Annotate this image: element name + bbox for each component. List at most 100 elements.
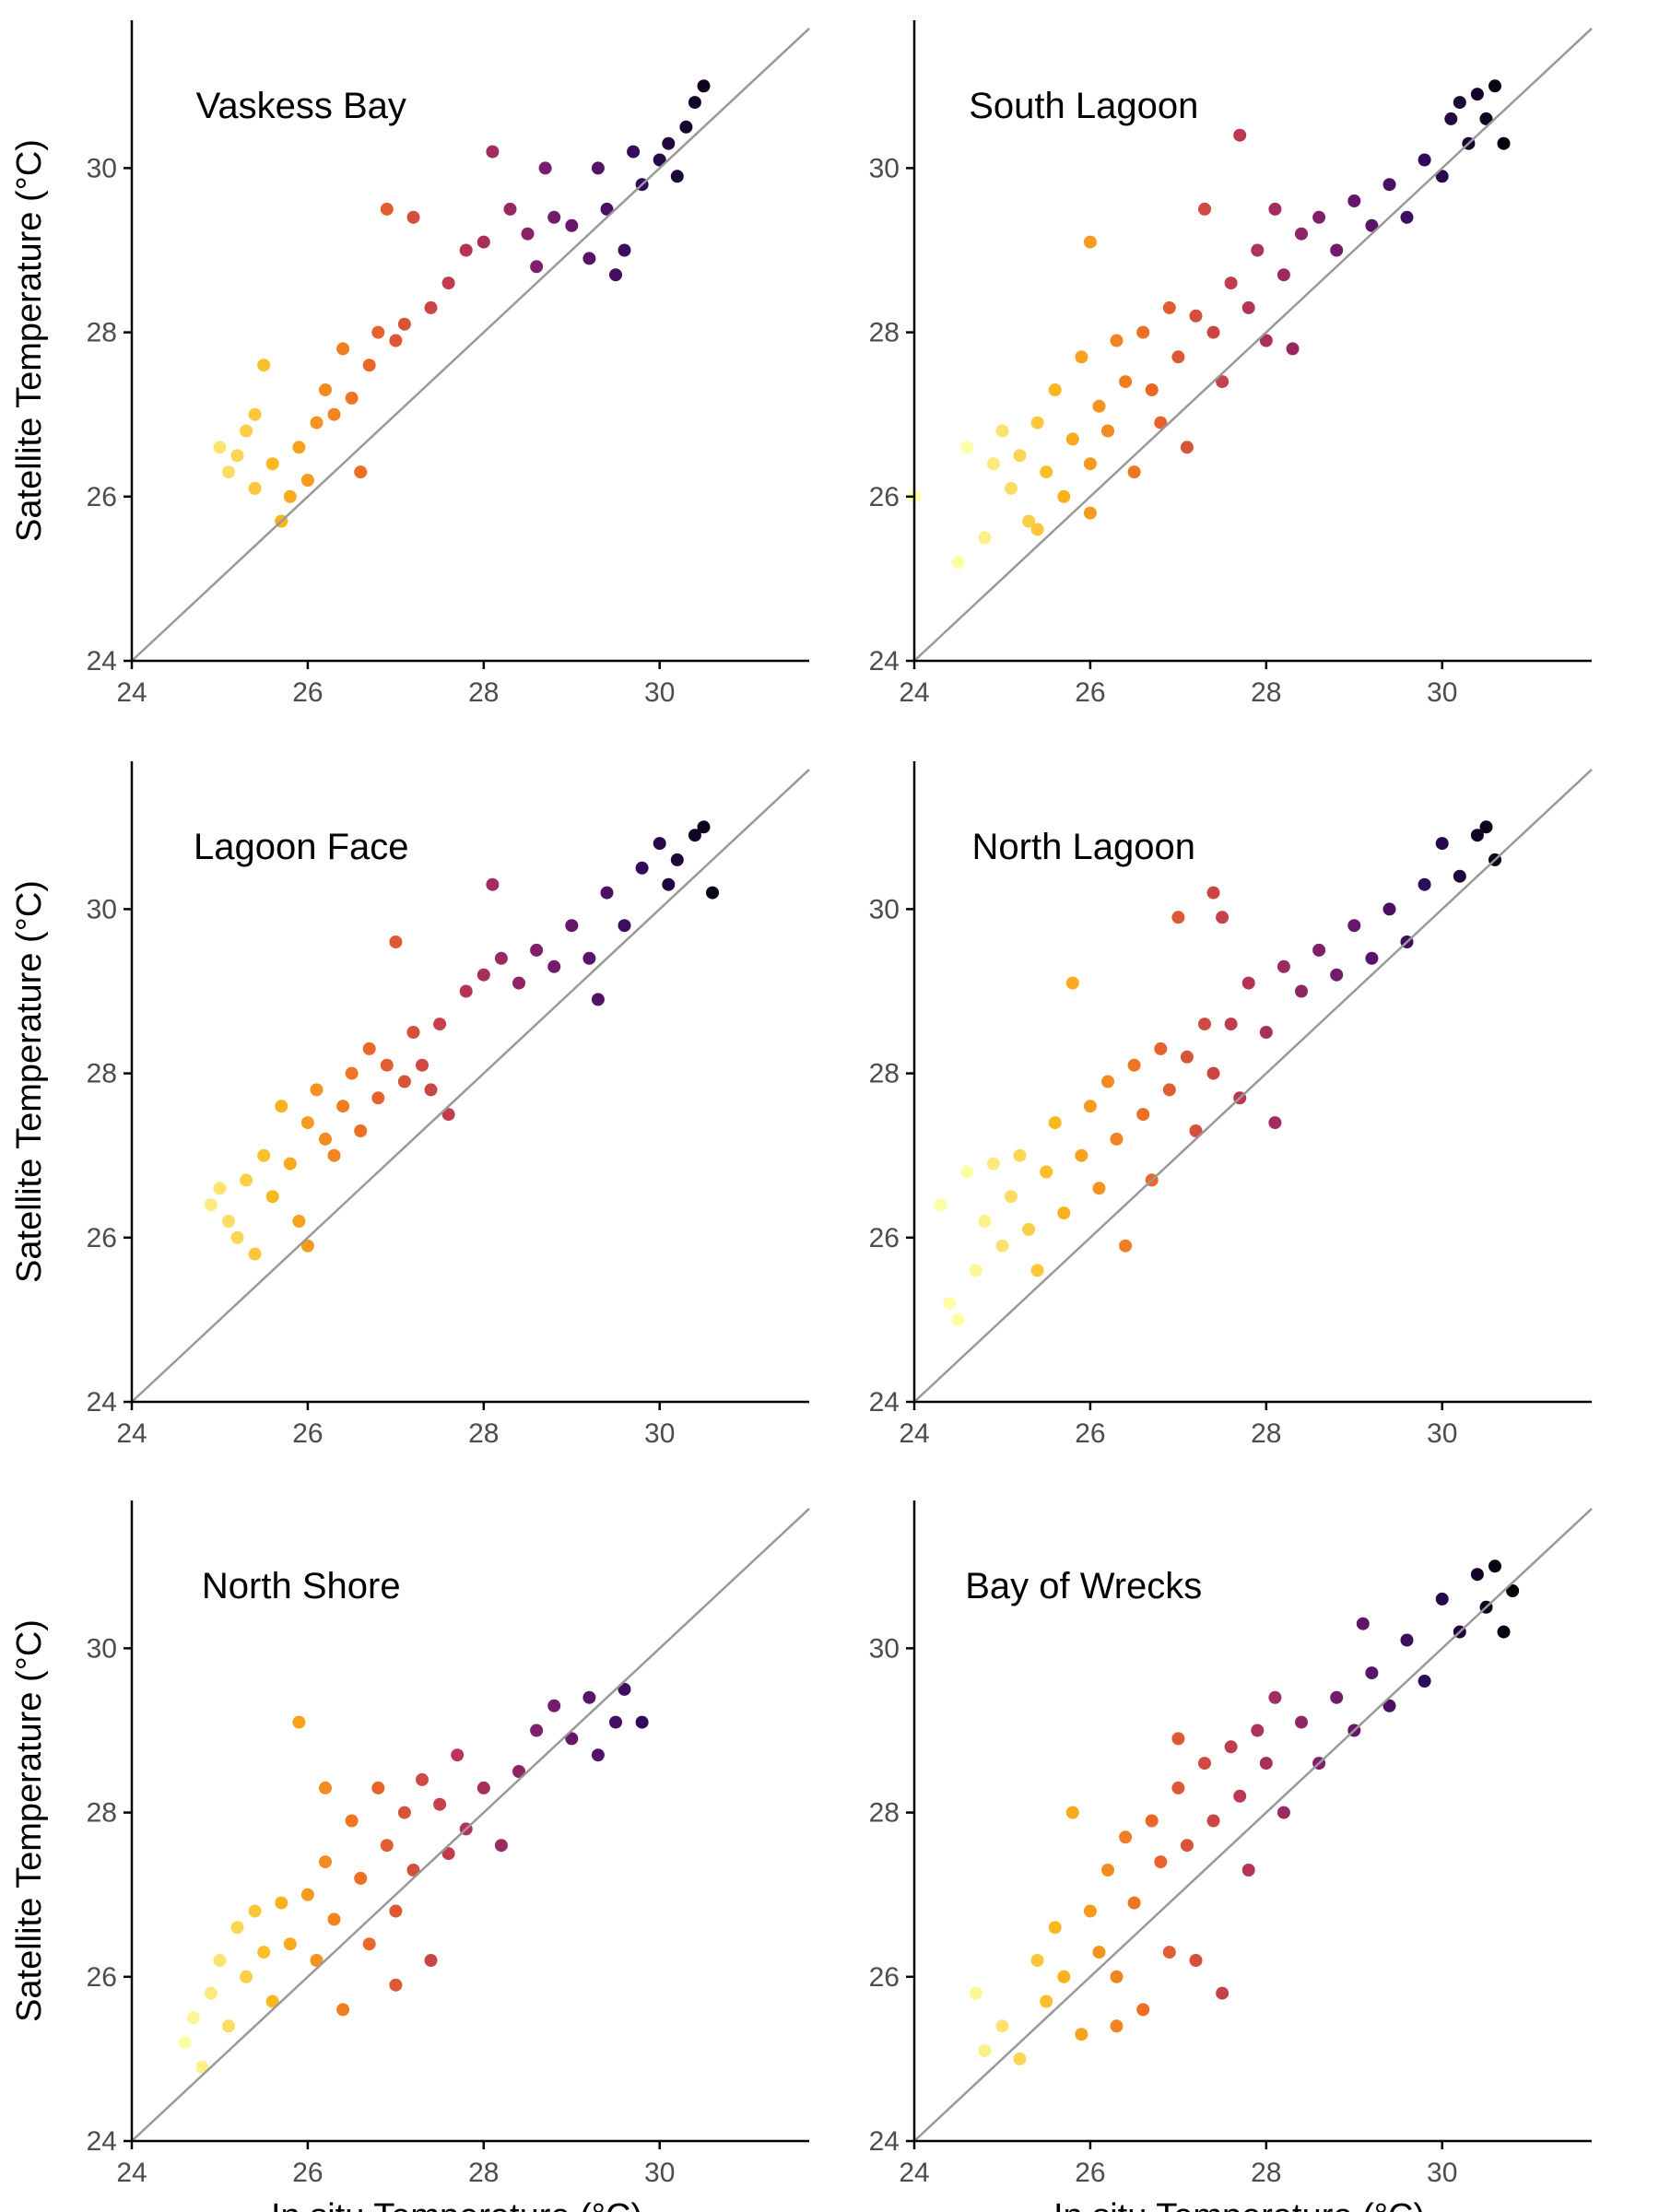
data-point — [1162, 300, 1176, 314]
data-point — [441, 1847, 455, 1861]
data-point — [354, 1124, 368, 1137]
data-point — [406, 1026, 420, 1039]
data-point — [1382, 178, 1396, 192]
data-point — [1453, 96, 1466, 110]
x-tick-label: 26 — [292, 2158, 323, 2188]
data-point — [275, 1896, 288, 1910]
data-point — [706, 886, 719, 900]
data-point — [1295, 1715, 1308, 1729]
data-point — [1154, 1855, 1168, 1869]
y-tick-label: 30 — [87, 153, 117, 183]
data-point — [635, 861, 649, 875]
data-point — [1065, 1806, 1079, 1819]
y-tick-label: 26 — [869, 1223, 900, 1253]
data-point — [1005, 481, 1018, 495]
data-point — [1180, 1050, 1194, 1064]
data-point — [1259, 1757, 1273, 1771]
data-point — [1075, 350, 1088, 364]
data-point — [978, 531, 992, 545]
data-point — [995, 1239, 1009, 1253]
data-point — [213, 1182, 227, 1195]
data-point — [1162, 1946, 1176, 1959]
data-point — [995, 2019, 1009, 2033]
data-point — [1497, 136, 1511, 150]
data-point — [354, 465, 368, 479]
data-point — [397, 1806, 411, 1819]
data-point — [1400, 1633, 1414, 1647]
data-point — [503, 202, 517, 216]
panel-lagoon-face: 24 26 28 30 24 26 28 30 Lagoon Face Satellite Tem… — [10, 761, 810, 1449]
x-tick-label: 24 — [899, 1418, 929, 1449]
data-point — [213, 441, 227, 454]
data-point — [240, 1970, 253, 1983]
data-point — [477, 968, 490, 982]
data-point — [653, 837, 666, 851]
y-tick-label: 28 — [869, 1059, 900, 1089]
data-point — [662, 136, 676, 150]
data-point — [1030, 523, 1044, 536]
data-point — [512, 976, 525, 990]
data-point — [565, 218, 579, 232]
data-point — [494, 1839, 508, 1853]
data-point — [978, 1215, 992, 1228]
x-tick-label: 26 — [292, 1418, 323, 1449]
data-point — [424, 1954, 438, 1967]
data-point — [1127, 1896, 1141, 1910]
data-point — [1470, 1568, 1484, 1582]
data-point — [1189, 309, 1203, 323]
data-point — [995, 424, 1009, 438]
data-point — [230, 1921, 244, 1935]
data-point — [1154, 416, 1168, 429]
data-point — [635, 1715, 649, 1729]
data-point — [591, 993, 605, 1006]
data-point — [1382, 1699, 1396, 1712]
data-point — [1083, 457, 1097, 471]
data-point — [618, 919, 631, 933]
data-point — [1435, 837, 1449, 851]
data-point — [1295, 984, 1308, 998]
data-point — [477, 235, 490, 249]
data-point — [1233, 128, 1247, 142]
y-axis-title: Satellite Temperature (°C) — [10, 880, 49, 1283]
data-point — [1075, 2028, 1088, 2041]
data-point — [1241, 1864, 1255, 1877]
data-point — [1453, 869, 1466, 883]
data-point — [1365, 218, 1379, 232]
data-point — [1277, 959, 1290, 973]
x-tick-label: 26 — [292, 677, 323, 708]
data-point — [222, 2019, 235, 2033]
data-point — [1286, 342, 1300, 356]
data-point — [934, 1198, 947, 1212]
data-point — [1119, 1830, 1133, 1844]
x-tick-label: 24 — [116, 1418, 147, 1449]
data-point — [1022, 514, 1036, 528]
data-point — [319, 1781, 332, 1794]
data-point — [380, 1839, 394, 1853]
data-point — [1435, 1592, 1449, 1606]
data-point — [230, 1230, 244, 1244]
data-point — [1005, 1190, 1018, 1204]
data-point — [441, 1108, 455, 1122]
data-point — [1013, 449, 1027, 463]
data-point — [969, 1986, 982, 2000]
data-point — [1418, 153, 1431, 167]
data-point — [1216, 911, 1230, 924]
data-point — [1092, 1182, 1106, 1195]
panel-title: North Shore — [202, 1566, 401, 1606]
data-point — [1136, 1108, 1150, 1122]
data-point — [389, 935, 403, 948]
y-tick-label: 24 — [87, 646, 117, 677]
data-point — [1488, 1559, 1501, 1573]
data-point — [222, 465, 235, 479]
data-point — [486, 877, 500, 891]
data-point — [204, 1198, 218, 1212]
data-point — [951, 556, 965, 570]
data-point — [300, 474, 314, 487]
data-point — [600, 886, 614, 900]
data-point — [1418, 1675, 1431, 1688]
data-point — [1180, 441, 1194, 454]
data-point — [1101, 1864, 1114, 1877]
data-point — [389, 1904, 403, 1918]
data-point — [1171, 1781, 1185, 1794]
x-tick-label: 30 — [644, 2158, 675, 2188]
